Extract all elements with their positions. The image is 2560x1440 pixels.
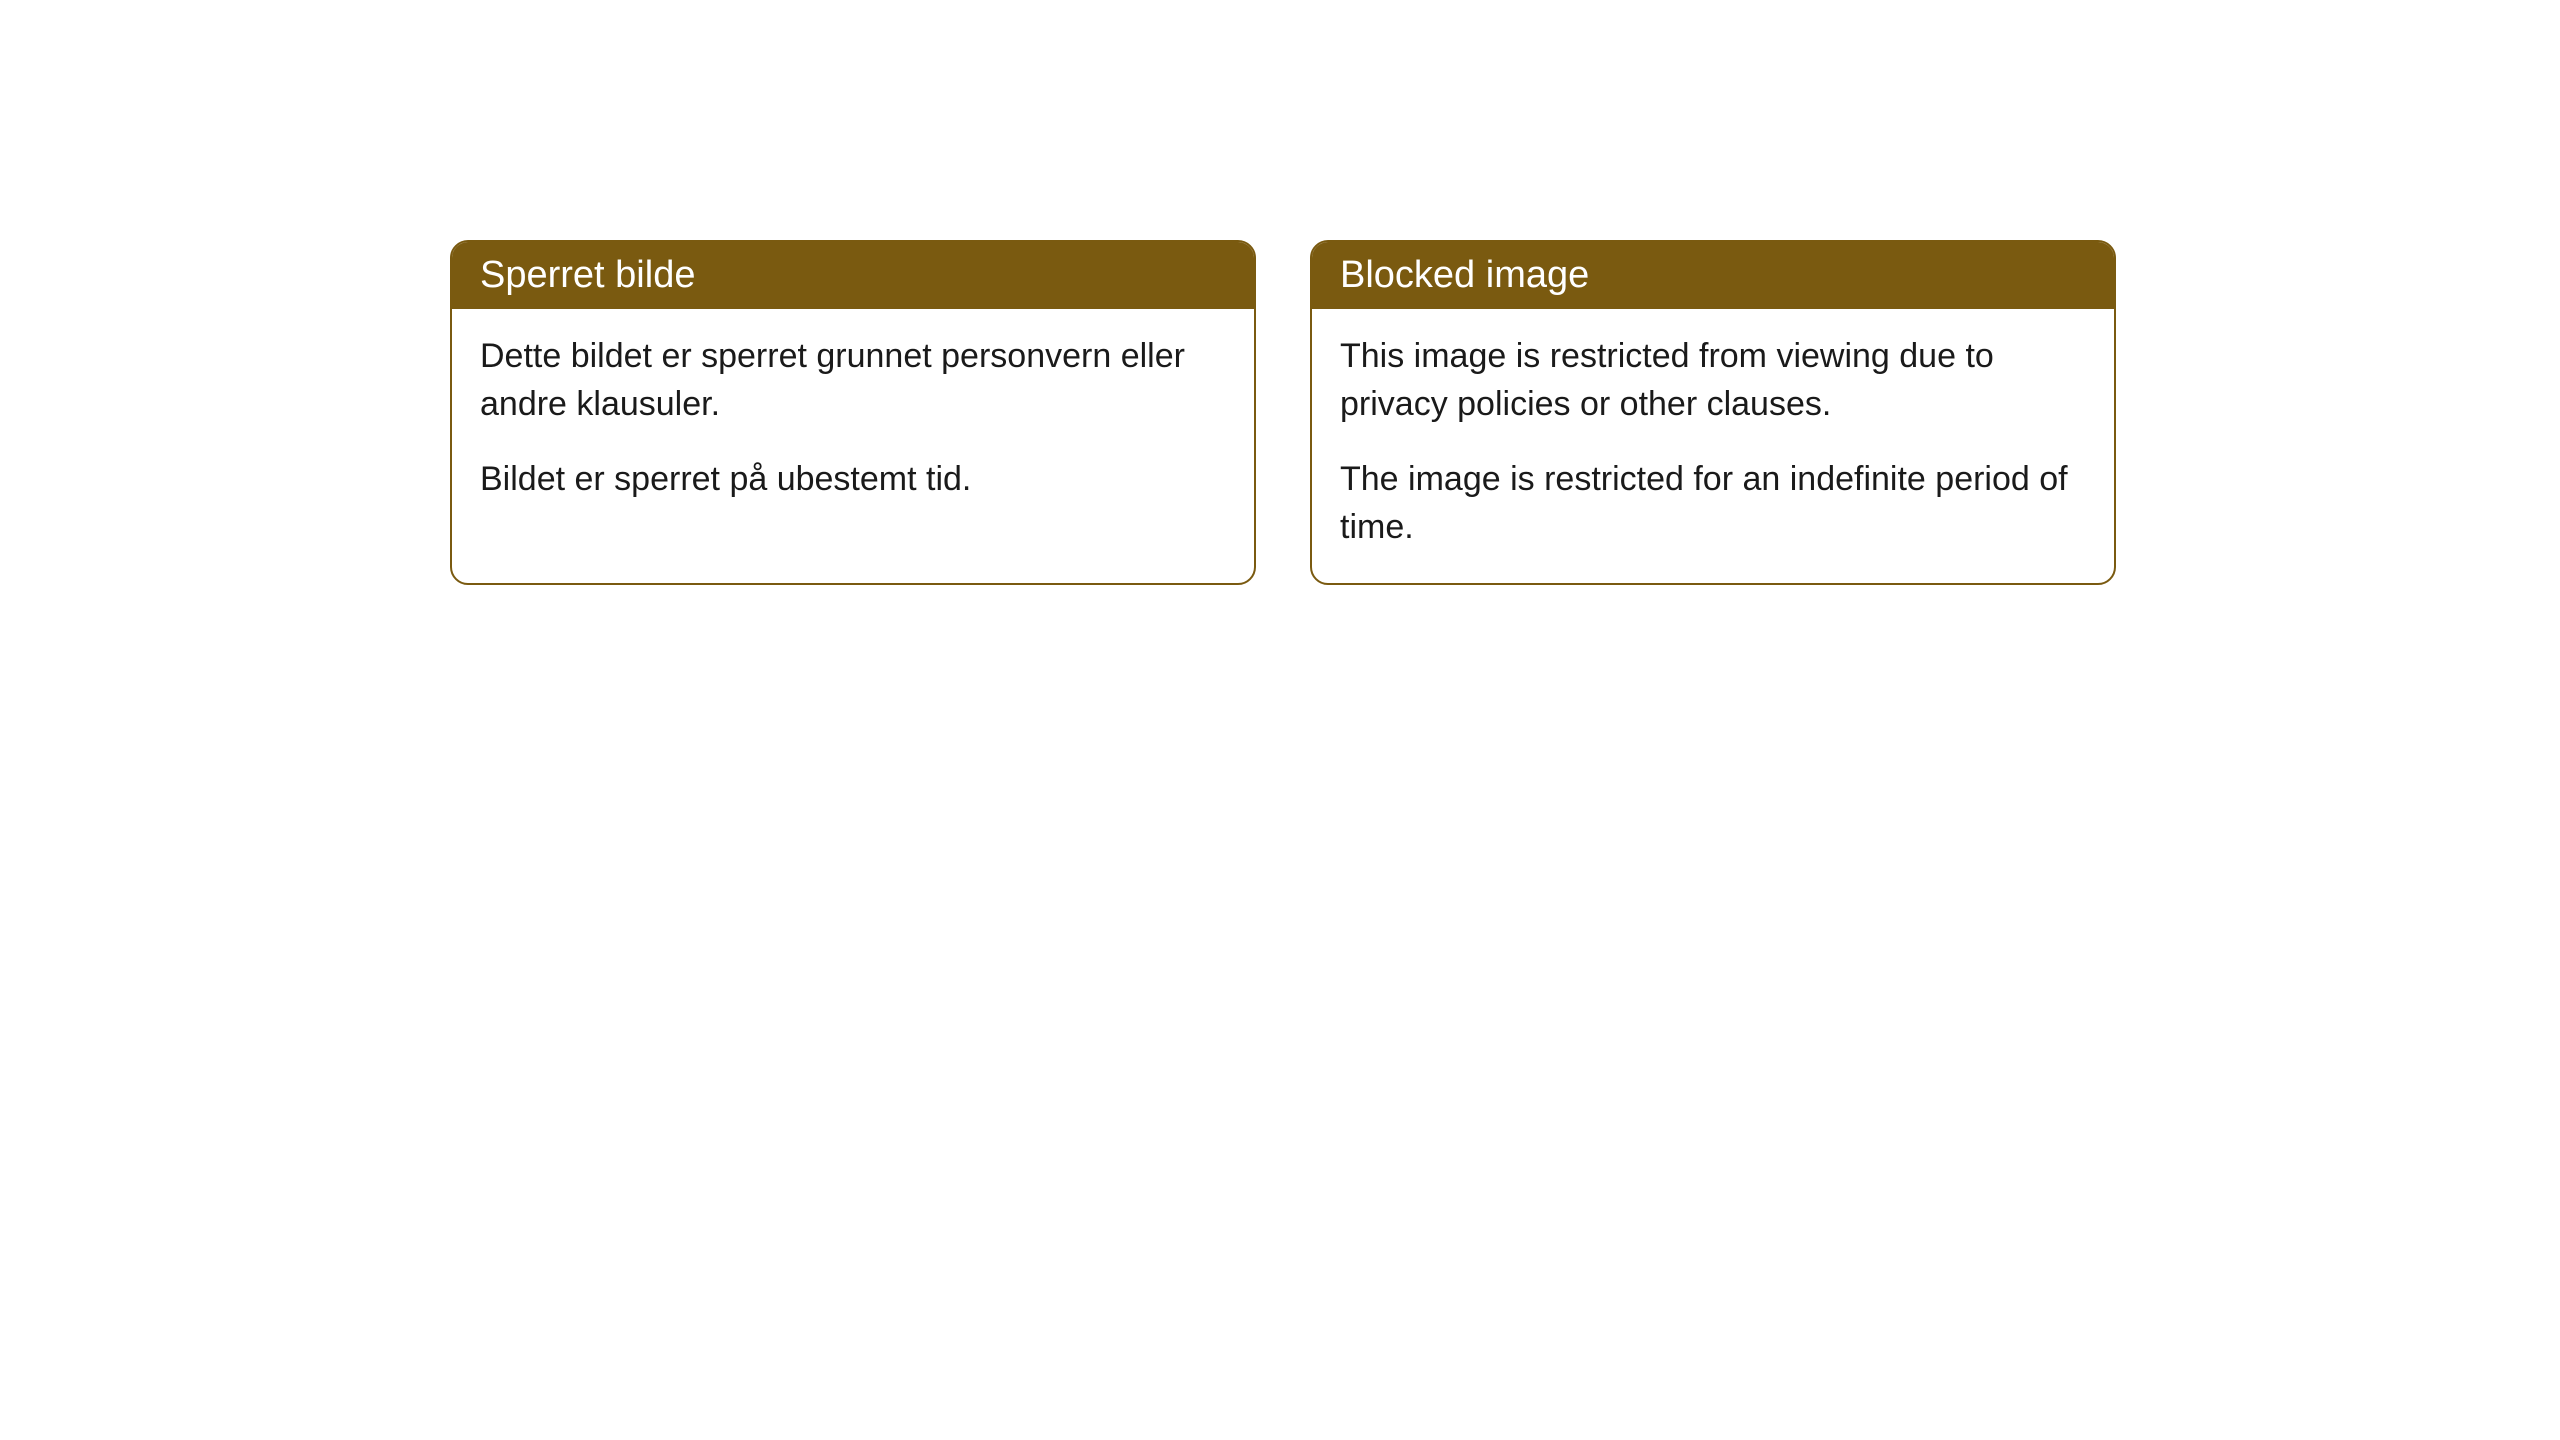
notice-text-2-norwegian: Bildet er sperret på ubestemt tid. (480, 456, 1226, 504)
notice-card-norwegian: Sperret bilde Dette bildet er sperret gr… (450, 240, 1256, 585)
notice-text-1-norwegian: Dette bildet er sperret grunnet personve… (480, 333, 1226, 428)
notice-cards-container: Sperret bilde Dette bildet er sperret gr… (450, 240, 2116, 585)
card-header-norwegian: Sperret bilde (452, 242, 1254, 309)
card-body-english: This image is restricted from viewing du… (1312, 309, 2114, 583)
notice-card-english: Blocked image This image is restricted f… (1310, 240, 2116, 585)
card-body-norwegian: Dette bildet er sperret grunnet personve… (452, 309, 1254, 536)
notice-text-1-english: This image is restricted from viewing du… (1340, 333, 2086, 428)
notice-text-2-english: The image is restricted for an indefinit… (1340, 456, 2086, 551)
card-header-english: Blocked image (1312, 242, 2114, 309)
